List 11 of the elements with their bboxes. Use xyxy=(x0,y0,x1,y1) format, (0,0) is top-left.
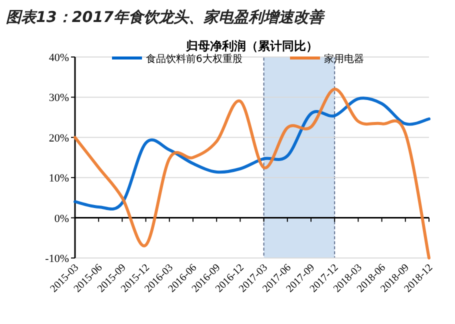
y-tick-label: 10% xyxy=(48,172,69,185)
y-tick-label: 30% xyxy=(48,92,69,104)
legend-label: 家用电器 xyxy=(324,53,364,65)
y-tick-label: 40% xyxy=(48,52,69,64)
y-tick-label: 20% xyxy=(48,132,69,144)
y-tick-label: -10% xyxy=(45,253,69,265)
y-tick-label: 0% xyxy=(54,212,69,225)
chart-subtitle: 归母净利润（累计同比） xyxy=(185,39,318,53)
legend-label: 食品饮料前6大权重股 xyxy=(146,53,242,65)
chart-title: 图表13：2017年食饮龙头、家电盈利增速改善 xyxy=(6,8,326,26)
line-series xyxy=(74,88,430,260)
